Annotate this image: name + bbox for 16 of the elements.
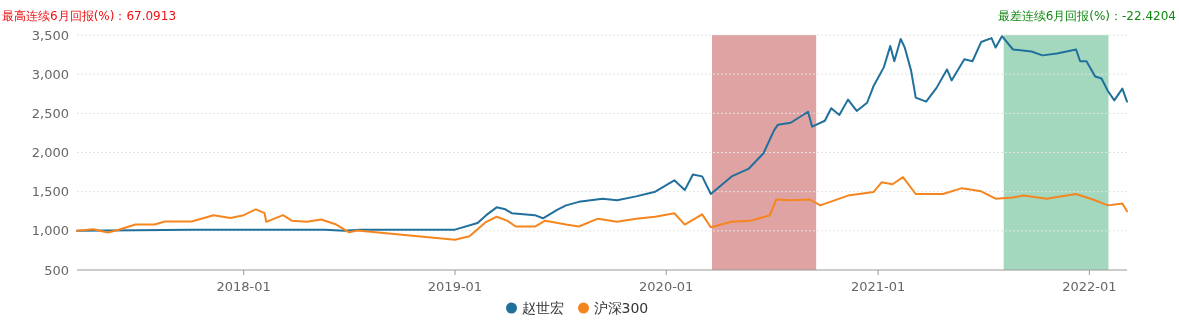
x-tick-label: 2018-01: [216, 279, 271, 294]
legend-label: 赵世宏: [521, 300, 564, 316]
y-tick-label: 3,500: [31, 27, 69, 43]
x-tick-label: 2021-01: [850, 279, 906, 294]
y-tick-label: 2,500: [31, 105, 69, 121]
y-tick-label: 3,000: [31, 66, 69, 82]
x-tick-label: 2020-01: [639, 279, 694, 294]
legend-label: 沪深300: [593, 300, 649, 316]
x-tick-label: 2019-01: [427, 279, 483, 294]
x-tick-label: 2022-01: [1062, 279, 1117, 294]
y-tick-label: 2,000: [31, 145, 69, 160]
y-tick-label: 1,000: [31, 223, 69, 239]
y-tick-label: 1,500: [31, 184, 69, 200]
y-tick-label: 500: [44, 262, 69, 278]
text: 最差连续6月回报(%)：-22.4204: [997, 9, 1176, 23]
text: 最高连续6月回报(%)：67.0913: [2, 9, 177, 23]
